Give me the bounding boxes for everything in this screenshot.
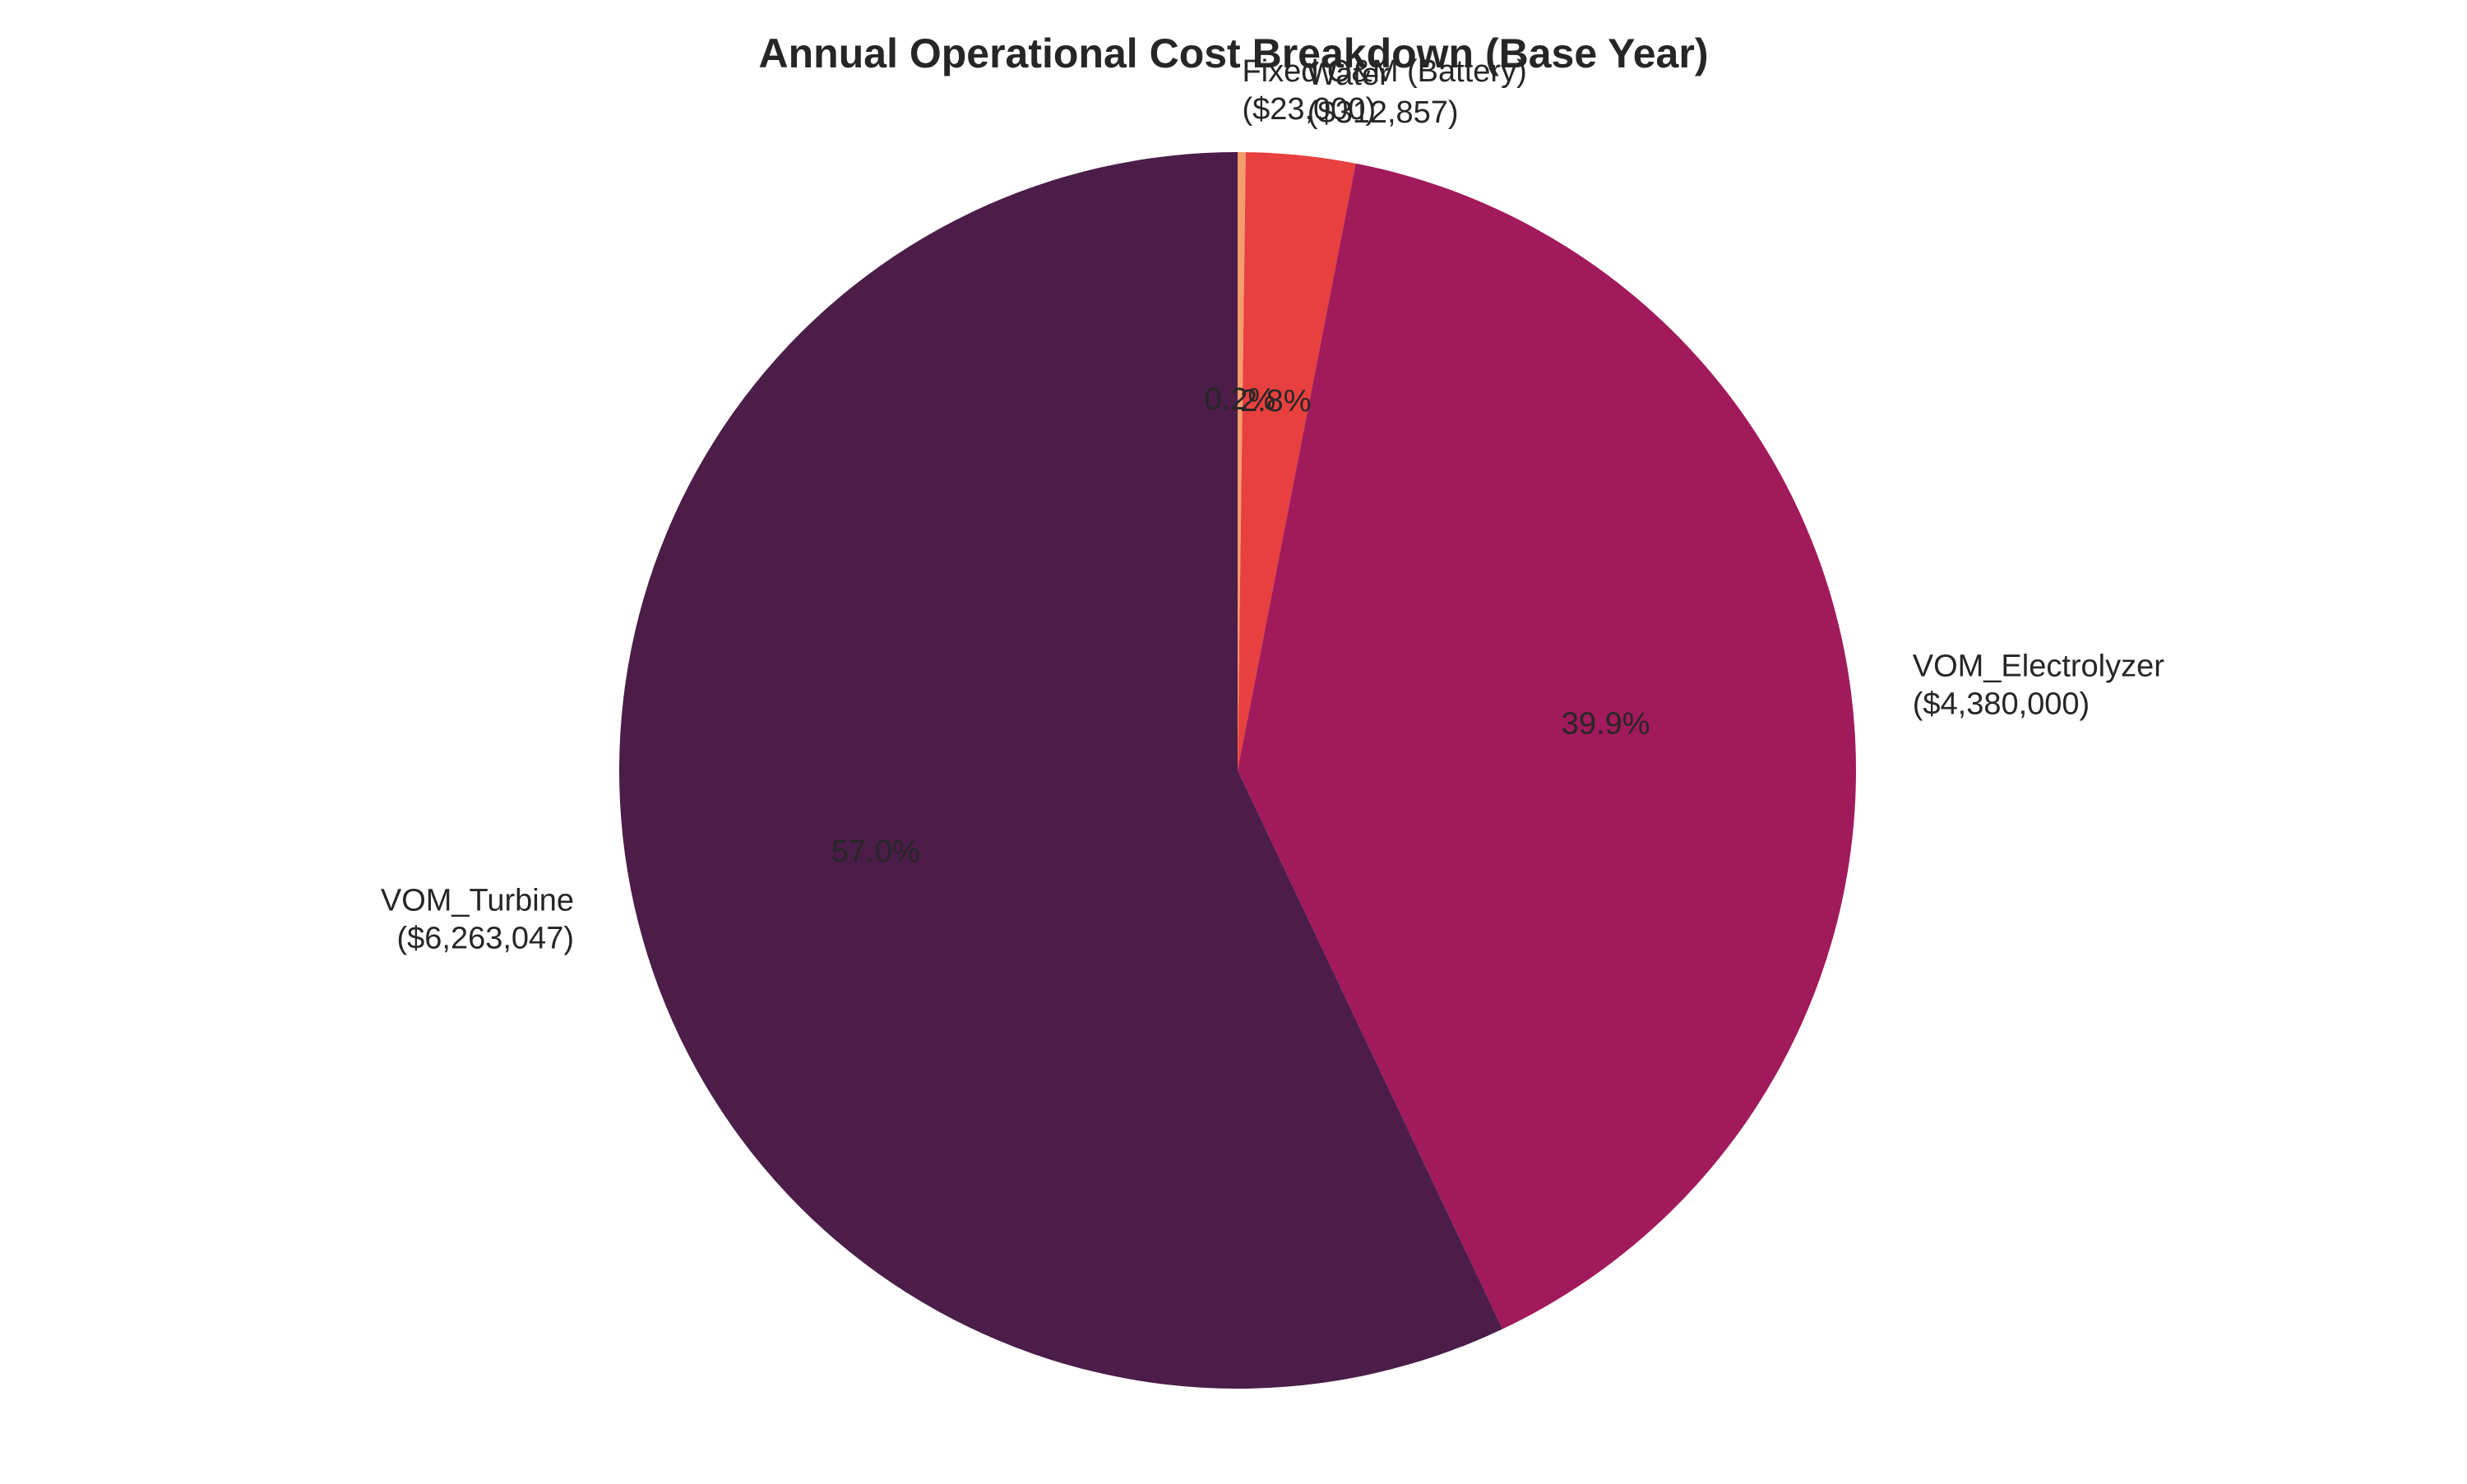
slice-name: Water xyxy=(1308,58,1390,92)
pie-slice-fixed-o-m-battery xyxy=(1238,152,1246,770)
slice-value: ($4,380,000) xyxy=(1913,687,2090,722)
slice-label-vom-turbine: VOM_Turbine ($6,263,047) xyxy=(381,884,574,956)
slice-value: ($312,857) xyxy=(1308,95,1459,130)
pie-slice-vom-electrolyzer xyxy=(1238,163,1856,1329)
slice-value: ($23,000) xyxy=(1242,92,1376,127)
percent-label-vom-turbine: 57.0% xyxy=(831,834,920,869)
pie-slice-water xyxy=(1238,152,1356,771)
slice-label-water: Water ($312,857) xyxy=(1308,58,1459,130)
slices-layer xyxy=(618,152,1856,1389)
slice-label-vom-electrolyzer: VOM_Electrolyzer ($4,380,000) xyxy=(1913,650,2165,722)
pie-slice-vom-turbine xyxy=(618,152,1503,1389)
slice-name: VOM_Electrolyzer xyxy=(1913,650,2165,684)
slice-labels-layer: Fixed O&M (Battery) ($23,000)Water ($312,8… xyxy=(381,54,2164,956)
chart-title: Annual Operational Cost Breakdown (Base … xyxy=(759,30,1709,76)
slice-name: Fixed O&M (Battery) xyxy=(1242,54,1526,89)
slice-name: VOM_Turbine xyxy=(381,884,574,918)
slice-value: ($6,263,047) xyxy=(396,922,574,956)
percent-label-vom-electrolyzer: 39.9% xyxy=(1562,707,1650,742)
slice-label-fixed-o-m-battery: Fixed O&M (Battery) ($23,000) xyxy=(1242,54,1526,127)
percent-label-water: 2.8% xyxy=(1240,384,1312,418)
percent-labels-layer: 0.2%2.8% 39.9% 57.0% xyxy=(831,382,1650,869)
percent-label-fixed-o-m-battery: 0.2% xyxy=(1205,382,1276,417)
